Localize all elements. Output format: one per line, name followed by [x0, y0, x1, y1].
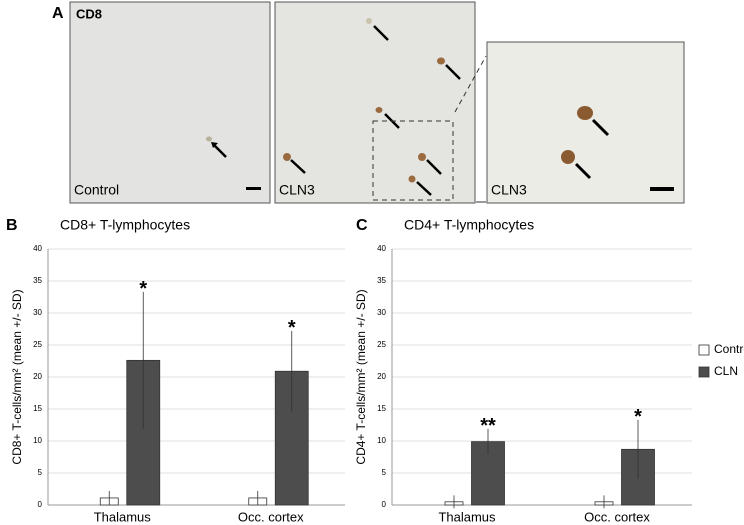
panel-label: A [52, 5, 64, 22]
y-axis-label: CD8+ T-cells/mm² (mean +/- SD) [10, 289, 24, 464]
legend-swatch [698, 344, 710, 356]
y-tick-label: 15 [33, 404, 42, 413]
y-tick-label: 10 [377, 436, 386, 445]
y-tick-label: 5 [38, 468, 43, 477]
x-tick-label: Thalamus [94, 509, 152, 524]
x-tick-label: Occ. cortex [238, 509, 304, 524]
y-tick-label: 5 [382, 468, 387, 477]
y-tick-label: 15 [377, 404, 386, 413]
y-tick-label: 0 [38, 500, 43, 509]
legend-swatch [698, 366, 710, 378]
micrograph-cln3 [274, 1, 487, 204]
image-caption: Control [74, 182, 119, 198]
x-tick-label: Occ. cortex [584, 509, 650, 524]
significance-mark: * [139, 278, 147, 300]
legend-label: CLN [714, 364, 738, 378]
chart-title: CD8+ T-lymphocytes [60, 217, 190, 233]
y-tick-label: 35 [33, 276, 42, 285]
y-tick-label: 10 [33, 436, 42, 445]
y-tick-label: 25 [33, 340, 42, 349]
y-tick-label: 25 [377, 340, 386, 349]
y-tick-label: 35 [377, 276, 386, 285]
y-tick-label: 30 [33, 308, 42, 317]
image-caption: CLN3 [491, 182, 527, 198]
y-axis-label: CD4+ T-cells/mm² (mean +/- SD) [354, 289, 368, 464]
legend-label: Control [714, 342, 744, 356]
significance-mark: ** [480, 415, 496, 437]
y-tick-label: 30 [377, 308, 386, 317]
y-tick-label: 40 [377, 244, 386, 253]
y-tick-label: 40 [33, 244, 42, 253]
bar [274, 370, 309, 506]
micrograph-cln3-zoom [486, 41, 685, 204]
significance-mark: * [288, 317, 296, 339]
y-tick-label: 0 [382, 500, 387, 509]
y-tick-label: 20 [33, 372, 42, 381]
image-caption: CLN3 [279, 182, 315, 198]
panel-label: B [6, 217, 18, 234]
chart-title: CD4+ T-lymphocytes [404, 217, 534, 233]
x-tick-label: Thalamus [438, 509, 496, 524]
significance-mark: * [634, 406, 642, 428]
micrograph-control [69, 1, 271, 204]
panel-label: C [356, 217, 368, 234]
stain-label: CD8 [76, 6, 102, 21]
y-tick-label: 20 [377, 372, 386, 381]
